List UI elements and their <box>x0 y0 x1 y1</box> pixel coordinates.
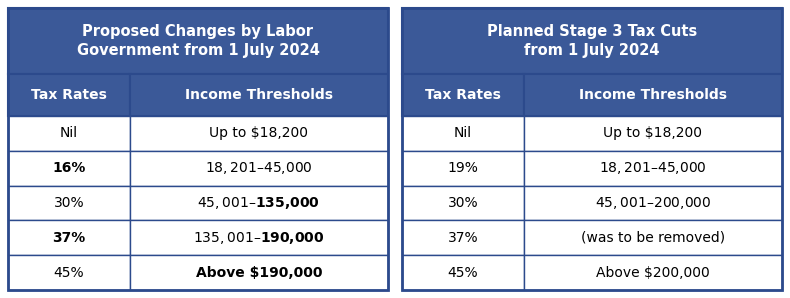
Text: 45%: 45% <box>54 266 84 280</box>
Text: Nil: Nil <box>453 126 472 140</box>
Bar <box>130 151 388 186</box>
Bar <box>402 186 524 221</box>
Text: Tax Rates: Tax Rates <box>31 88 107 102</box>
Text: Income Thresholds: Income Thresholds <box>579 88 727 102</box>
Bar <box>402 151 524 186</box>
Bar <box>402 74 524 116</box>
Bar <box>524 221 782 255</box>
Bar <box>524 186 782 221</box>
Text: Income Thresholds: Income Thresholds <box>185 88 333 102</box>
Text: $135,001 – $190,000: $135,001 – $190,000 <box>193 230 325 246</box>
Text: Up to $18,200: Up to $18,200 <box>604 126 702 140</box>
Bar <box>8 8 388 290</box>
Text: Above $200,000: Above $200,000 <box>596 266 709 280</box>
Bar <box>130 186 388 221</box>
Bar <box>524 116 782 151</box>
Bar <box>8 74 130 116</box>
Text: (was to be removed): (was to be removed) <box>581 231 725 245</box>
Bar <box>8 255 130 290</box>
Bar <box>8 116 130 151</box>
Text: 16%: 16% <box>52 161 85 175</box>
Text: 30%: 30% <box>447 196 478 210</box>
Bar <box>8 8 388 74</box>
Text: 37%: 37% <box>52 231 85 245</box>
Text: Planned Stage 3 Tax Cuts
from 1 July 2024: Planned Stage 3 Tax Cuts from 1 July 202… <box>487 24 697 58</box>
Text: Up to $18,200: Up to $18,200 <box>209 126 308 140</box>
Text: 19%: 19% <box>447 161 478 175</box>
Bar <box>402 221 524 255</box>
Bar <box>402 8 782 74</box>
Text: $45,001 – $135,000: $45,001 – $135,000 <box>198 195 320 211</box>
Bar <box>130 255 388 290</box>
Bar <box>130 221 388 255</box>
Bar <box>524 255 782 290</box>
Text: Above $190,000: Above $190,000 <box>196 266 322 280</box>
Bar <box>8 151 130 186</box>
Bar <box>130 74 388 116</box>
Text: Tax Rates: Tax Rates <box>425 88 501 102</box>
Bar <box>402 255 524 290</box>
Text: 30%: 30% <box>54 196 84 210</box>
Bar <box>524 151 782 186</box>
Text: Proposed Changes by Labor
Government from 1 July 2024: Proposed Changes by Labor Government fro… <box>77 24 319 58</box>
Bar <box>524 74 782 116</box>
Bar <box>402 8 782 290</box>
Bar <box>130 116 388 151</box>
Bar <box>8 186 130 221</box>
Bar <box>8 221 130 255</box>
Text: Nil: Nil <box>60 126 78 140</box>
Text: 37%: 37% <box>447 231 478 245</box>
Text: $45,001 – $200,000: $45,001 – $200,000 <box>595 195 711 211</box>
Bar <box>402 116 524 151</box>
Text: $18,201 – $45,000: $18,201 – $45,000 <box>205 160 313 176</box>
Text: 45%: 45% <box>447 266 478 280</box>
Text: $18,201 – $45,000: $18,201 – $45,000 <box>599 160 707 176</box>
